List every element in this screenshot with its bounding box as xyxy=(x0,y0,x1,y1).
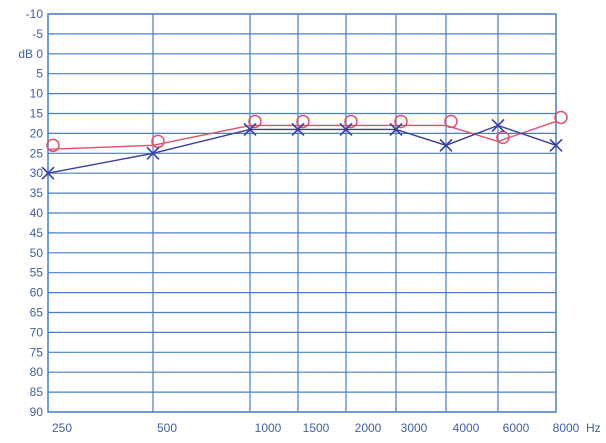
data-point-cross xyxy=(549,138,563,152)
x-tick-label: 2000 xyxy=(355,421,382,435)
y-tick-label: 30 xyxy=(30,166,44,180)
y-tick-label: 15 xyxy=(30,107,44,121)
series-circle xyxy=(46,110,568,153)
y-tick-label: 90 xyxy=(30,405,44,419)
y-tick-label: 35 xyxy=(30,186,44,200)
x-tick-label: 8000 xyxy=(553,421,580,435)
y-tick-label: -10 xyxy=(26,7,44,21)
x-tick-label: 4000 xyxy=(453,421,480,435)
data-point-cross xyxy=(339,122,353,136)
y-tick-label: 80 xyxy=(30,365,44,379)
series-cross xyxy=(41,118,563,180)
y-tick-label: 70 xyxy=(30,325,44,339)
y-tick-label: dB 0 xyxy=(18,47,43,61)
y-tick-label: 75 xyxy=(30,345,44,359)
y-tick-label: 45 xyxy=(30,226,44,240)
x-tick-label: 6000 xyxy=(503,421,530,435)
x-tick-label: 250 xyxy=(52,421,72,435)
y-tick-label: 20 xyxy=(30,126,44,140)
data-point-cross xyxy=(146,146,160,160)
data-point-circle xyxy=(394,114,408,129)
data-point-cross xyxy=(41,166,55,180)
y-tick-label: 40 xyxy=(30,206,44,220)
data-point-circle xyxy=(554,110,568,125)
data-point-circle xyxy=(248,114,262,129)
x-axis-tick-labels: 250 500 1000 1500 2000 3000 4000 6000 8000 Hz xyxy=(52,421,601,435)
y-tick-label: 65 xyxy=(30,306,44,320)
chart-grid xyxy=(47,13,557,413)
x-unit-label: Hz xyxy=(586,421,601,435)
y-tick-label: 50 xyxy=(30,246,44,260)
x-tick-label: 1500 xyxy=(303,421,330,435)
x-tick-label: 1000 xyxy=(255,421,282,435)
plot-border xyxy=(47,13,557,413)
y-tick-label: 10 xyxy=(30,87,44,101)
data-point-cross xyxy=(291,122,305,136)
y-tick-label: 60 xyxy=(30,286,44,300)
y-tick-label: 85 xyxy=(30,385,44,399)
data-point-circle xyxy=(344,114,358,129)
x-tick-label: 3000 xyxy=(401,421,428,435)
y-tick-label: -5 xyxy=(32,27,43,41)
data-point-cross xyxy=(439,138,453,152)
y-tick-label: 55 xyxy=(30,266,44,280)
data-point-cross xyxy=(243,122,257,136)
data-point-cross xyxy=(389,122,403,136)
y-tick-label: 5 xyxy=(36,67,43,81)
x-tick-label: 500 xyxy=(157,421,177,435)
data-point-circle xyxy=(296,114,310,129)
y-axis-tick-labels: -10 -5 dB 0 5 10 15 20 25 30 35 40 45 50 55 60 65 70 75 80… xyxy=(18,7,43,419)
data-point-circle xyxy=(444,114,458,129)
data-point-circle xyxy=(151,134,165,149)
y-tick-label: 25 xyxy=(30,146,44,160)
data-point-circle xyxy=(46,138,60,153)
data-point-cross xyxy=(491,118,505,133)
chart-series xyxy=(41,110,568,180)
